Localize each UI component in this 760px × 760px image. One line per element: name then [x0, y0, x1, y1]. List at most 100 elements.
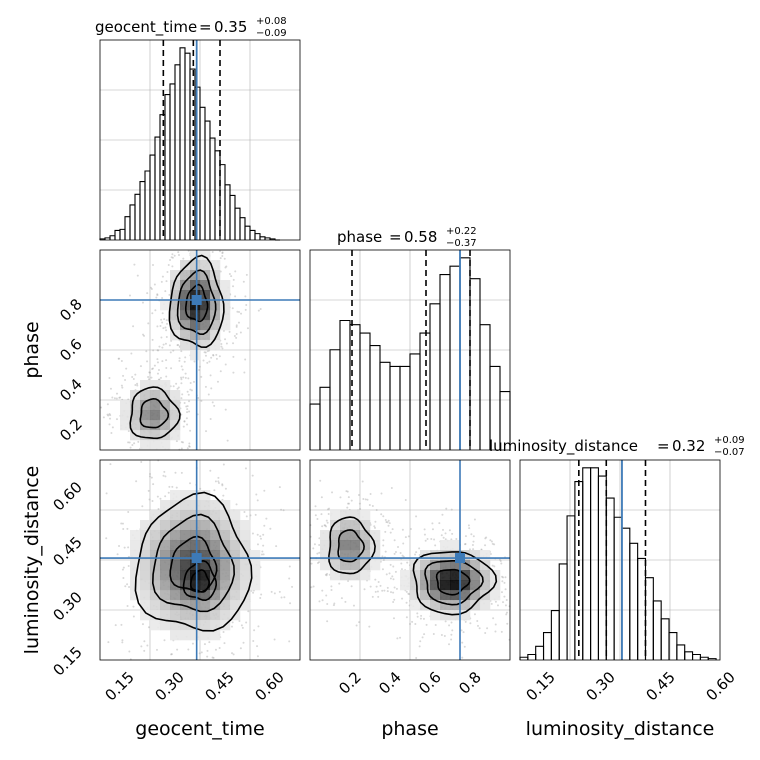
sample-point: [126, 527, 129, 530]
density-cell: [490, 590, 501, 601]
density-cell: [190, 280, 201, 291]
sample-point: [116, 392, 119, 395]
tick-label: 0.15: [49, 643, 85, 679]
density-cell: [200, 490, 211, 501]
sample-point: [102, 416, 105, 419]
sample-point: [169, 351, 172, 354]
density-cell: [240, 530, 251, 541]
sample-point: [231, 621, 234, 624]
density-cell: [170, 510, 181, 521]
sample-point: [476, 619, 479, 622]
density-cell: [220, 580, 231, 591]
sample-point: [125, 367, 128, 370]
sample-point: [402, 542, 405, 545]
sample-point: [323, 524, 326, 527]
density-cell: [340, 560, 351, 571]
density-cell: [330, 510, 341, 521]
sample-point: [223, 642, 226, 645]
density-cell: [460, 610, 471, 621]
density-cell: [230, 520, 241, 531]
x-axis-label-luminosity-distance: luminosity_distance: [526, 718, 715, 740]
sample-point: [219, 370, 222, 373]
sample-point: [153, 364, 156, 367]
sample-point: [326, 572, 329, 575]
density-cell: [460, 580, 471, 591]
density-cell: [150, 590, 161, 601]
sample-point: [232, 653, 235, 656]
sample-point: [472, 540, 475, 543]
density-cell: [180, 320, 191, 331]
density-cell: [190, 330, 201, 341]
density-cell: [140, 420, 151, 431]
sample-point: [137, 440, 140, 443]
density-cell: [140, 570, 151, 581]
sample-point: [211, 401, 214, 404]
sample-point: [221, 252, 224, 255]
sample-point: [178, 357, 181, 360]
sample-point: [424, 539, 427, 542]
density-cell: [220, 310, 231, 321]
density-cell: [200, 540, 211, 551]
density-cell: [340, 520, 351, 531]
sample-point: [468, 548, 471, 551]
density-cell: [460, 600, 471, 611]
sample-point: [364, 498, 367, 501]
tick-label: 0.30: [151, 668, 187, 704]
title-name: luminosity_distance: [489, 437, 638, 456]
density-cell: [180, 520, 191, 531]
sample-point: [388, 572, 391, 575]
sample-point: [136, 274, 139, 277]
sample-point: [186, 390, 189, 393]
density-cell: [160, 590, 171, 601]
density-cell: [160, 410, 171, 421]
sample-point: [215, 357, 218, 360]
sample-point: [193, 380, 196, 383]
sample-point: [330, 585, 333, 588]
sample-point: [132, 615, 135, 618]
density-cell: [340, 570, 351, 581]
density-cell: [330, 540, 341, 551]
density-cell: [130, 420, 141, 431]
density-cell: [360, 550, 371, 561]
density-cell: [440, 540, 451, 551]
sample-point: [379, 584, 382, 587]
density-cell: [140, 430, 151, 441]
sample-point: [257, 309, 260, 312]
sample-point: [161, 360, 164, 363]
density-cell: [180, 550, 191, 561]
sample-point: [186, 408, 189, 411]
sample-point: [389, 531, 392, 534]
density-cell: [210, 630, 221, 641]
sample-point: [214, 480, 217, 483]
sample-point: [391, 575, 394, 578]
sample-point: [473, 518, 476, 521]
density-cell: [350, 560, 361, 571]
density-cell: [170, 600, 181, 611]
sample-point: [155, 296, 158, 299]
sample-point: [332, 604, 335, 607]
sample-point: [186, 405, 189, 408]
sample-point: [476, 624, 479, 627]
density-cell: [190, 350, 201, 361]
sample-point: [151, 263, 154, 266]
sample-point: [164, 342, 167, 345]
density-cell: [180, 290, 191, 301]
panel-frame: [99, 459, 301, 661]
sample-point: [441, 528, 444, 531]
tick-label: 0.15: [101, 668, 137, 704]
sample-point: [214, 648, 217, 651]
density-cell: [250, 570, 261, 581]
sample-point: [165, 319, 168, 322]
sample-point: [121, 386, 124, 389]
density-cell: [130, 410, 141, 421]
sample-point: [310, 586, 313, 589]
tick-label: 0.30: [49, 588, 85, 624]
sample-point: [235, 503, 238, 506]
sample-point: [432, 632, 435, 635]
density-cell: [200, 630, 211, 641]
sample-point: [318, 537, 321, 540]
density-cell: [180, 490, 191, 501]
sample-point: [273, 592, 276, 595]
density-cell: [330, 530, 341, 541]
sample-point: [321, 525, 324, 528]
